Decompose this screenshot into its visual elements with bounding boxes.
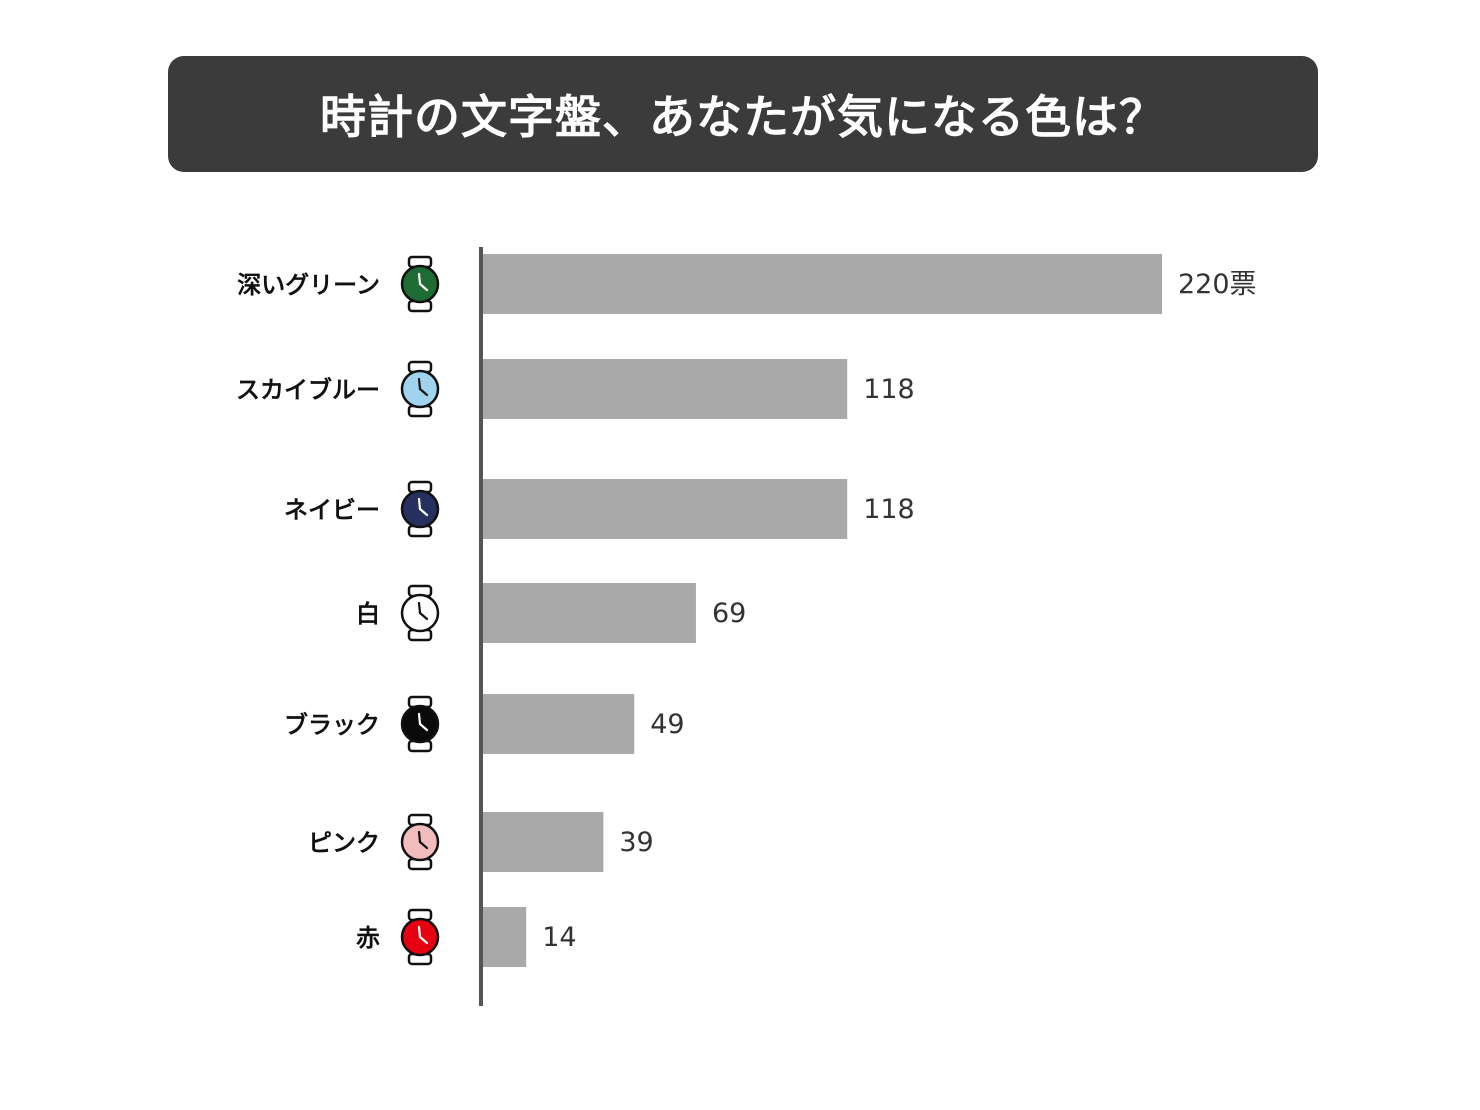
value-label: 118 (863, 374, 915, 405)
bar (483, 694, 635, 754)
bar (483, 812, 604, 872)
title-banner: 時計の文字盤、あなたが気になる色は？ (168, 56, 1318, 172)
watch-icon (400, 908, 440, 966)
category-label: ネイビー (284, 496, 380, 524)
bars-layer (483, 254, 1162, 967)
value-label: 14 (542, 922, 576, 953)
category-label: スカイブルー (236, 376, 380, 404)
watch-icon (400, 695, 440, 753)
bar (483, 254, 1162, 314)
chart-title: 時計の文字盤、あなたが気になる色は？ (320, 90, 1166, 144)
bar (483, 907, 527, 967)
category-label: 深いグリーン (237, 271, 380, 299)
bar (483, 583, 696, 643)
value-label: 118 (863, 494, 915, 525)
value-label: 69 (712, 598, 746, 629)
value-label: 220票 (1178, 269, 1257, 300)
category-label: ピンク (308, 829, 380, 857)
category-label: 赤 (356, 924, 380, 952)
bar (483, 479, 848, 539)
category-label: ブラック (284, 711, 380, 739)
watch-icon (400, 255, 440, 313)
watch-icon (400, 584, 440, 642)
bar (483, 359, 848, 419)
labels-layer: 220票 深いグリーン 118 スカイブルー 118 ネイビー 69 白 49 ブラック 39 ピンク… (236, 269, 1257, 953)
watch-icon (400, 480, 440, 538)
watch-icon (400, 813, 440, 871)
value-label: 49 (650, 709, 684, 740)
value-label: 39 (619, 827, 653, 858)
category-label: 白 (356, 600, 380, 628)
icons-layer (400, 255, 440, 966)
watch-icon (400, 360, 440, 418)
